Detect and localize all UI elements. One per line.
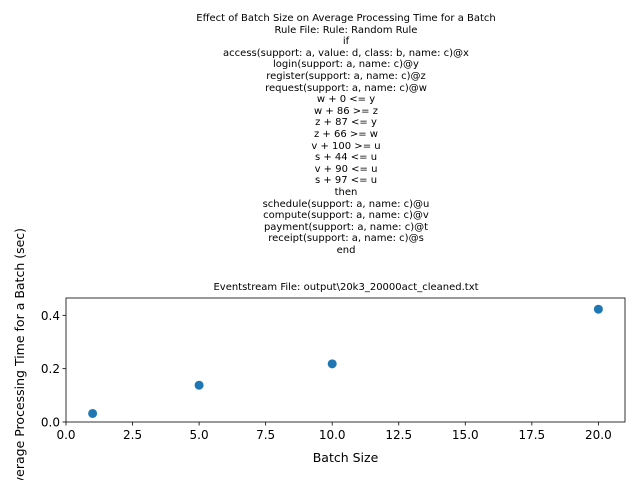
title-line: v + 100 >= u (311, 140, 381, 152)
x-tick-label: 7.5 (256, 428, 275, 442)
data-point (327, 359, 337, 369)
x-tick-label: 0.0 (56, 428, 75, 442)
y-tick-label: 0.2 (41, 362, 60, 376)
x-tick-label: 10.0 (319, 428, 346, 442)
chart-title: Effect of Batch Size on Average Processi… (0, 13, 640, 256)
title-line: login(support: a, name: c)@y (273, 59, 419, 71)
data-point (593, 304, 603, 314)
title-line: Effect of Batch Size on Average Processi… (196, 13, 496, 24)
title-line: z + 87 <= y (315, 117, 377, 129)
title-line: receipt(support: a, name: c)@s (268, 233, 424, 245)
title-line: w + 86 >= z (313, 105, 378, 117)
x-tick-label: 20.0 (585, 428, 612, 442)
title-line: compute(support: a, name: c)@v (263, 210, 429, 222)
title-line: end (336, 244, 356, 256)
title-line: s + 44 <= u (314, 152, 378, 164)
x-tick-label: 15.0 (452, 428, 479, 442)
title-line: z + 66 >= w (313, 128, 378, 140)
title-line: Rule File: Rule: Random Rule (274, 24, 418, 36)
title-line: schedule(support: a, name: c)@u (262, 198, 430, 210)
y-axis-label: Average Processing Time for a Batch (sec… (12, 228, 27, 480)
title-line: payment(support: a, name: c)@t (263, 221, 429, 233)
chart-subtitle: Eventstream File: output\20k3_20000act_c… (213, 282, 479, 293)
title-line: if (342, 36, 350, 48)
x-tick-label: 5.0 (190, 428, 209, 442)
title-line: access(support: a, value: d, class: b, n… (223, 47, 469, 59)
data-point (194, 380, 204, 390)
title-line: w + 0 <= y (316, 94, 376, 106)
title-line: request(support: a, name: c)@w (265, 82, 427, 94)
title-line: s + 97 <= u (314, 175, 378, 187)
title-line: then (334, 186, 358, 198)
title-line: register(support: a, name: c)@z (266, 70, 426, 82)
y-tick-label: 0.0 (41, 416, 60, 430)
data-point (88, 408, 98, 418)
x-tick-label: 2.5 (123, 428, 142, 442)
x-tick-label: 12.5 (385, 428, 412, 442)
x-axis-label: Batch Size (313, 450, 379, 465)
axes-frame (65, 297, 626, 423)
title-line: v + 90 <= u (314, 163, 378, 175)
x-tick-label: 17.5 (518, 428, 545, 442)
y-tick-label: 0.4 (41, 309, 60, 323)
